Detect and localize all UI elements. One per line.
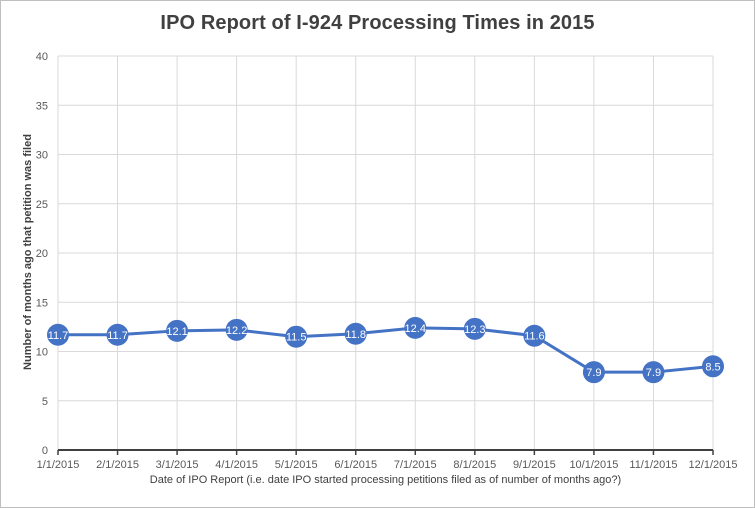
data-point-marker (463, 317, 486, 340)
x-tick-label: 3/1/2015 (156, 459, 199, 471)
data-label: 11.5 (286, 332, 307, 344)
x-tick-label: 12/1/2015 (689, 459, 738, 471)
data-point-marker (344, 322, 367, 345)
y-axis-ticks: 0 5 10 15 20 25 30 35 40 (36, 51, 48, 457)
x-tick-label: 4/1/2015 (215, 459, 258, 471)
data-point-marker (106, 323, 129, 346)
data-point-marker (47, 323, 69, 346)
data-label: 11.7 (48, 330, 69, 342)
y-tick-label: 0 (42, 445, 48, 457)
y-tick-label: 35 (36, 100, 48, 112)
data-point-marker (404, 316, 427, 339)
x-tick-label: 7/1/2015 (394, 459, 437, 471)
y-tick-label: 20 (36, 248, 48, 260)
data-point-marker (285, 325, 308, 348)
data-label: 12.3 (464, 324, 485, 336)
chart-title: IPO Report of I-924 Processing Times in … (160, 12, 595, 34)
x-tick-label: 6/1/2015 (334, 459, 377, 471)
series-line (58, 326, 714, 374)
x-axis-title: Date of IPO Report (i.e. date IPO starte… (149, 474, 622, 486)
y-tick-label: 30 (36, 150, 48, 162)
data-point-marker (582, 361, 605, 384)
x-tick-label: 5/1/2015 (275, 459, 318, 471)
x-tick-label: 10/1/2015 (569, 459, 618, 471)
y-tick-label: 25 (36, 199, 48, 211)
data-point-marker (166, 319, 189, 342)
data-point-marker (523, 324, 546, 347)
data-point-marker (702, 355, 724, 378)
data-label: 11.6 (524, 331, 545, 343)
data-series: 11.7 11.7 12.1 12.2 11.5 11.8 12.4 12.3 11.6 7.9 7… (47, 316, 724, 384)
data-label: 7.9 (646, 367, 661, 379)
x-tick-label: 9/1/2015 (513, 459, 556, 471)
x-axis: 1/1/2015 2/1/2015 3/1/2015 4/1/2015 5/1/2015… (37, 449, 738, 471)
x-tick-label: 8/1/2015 (453, 459, 496, 471)
data-point-marker (225, 318, 248, 341)
data-label: 12.4 (405, 323, 426, 335)
y-tick-label: 10 (36, 347, 48, 359)
y-tick-label: 40 (36, 51, 48, 63)
x-tick-label: 1/1/2015 (37, 459, 80, 471)
y-tick-label: 15 (36, 297, 48, 309)
data-label: 12.1 (166, 326, 187, 338)
data-label: 11.8 (345, 329, 366, 341)
data-point-marker (642, 361, 665, 384)
data-label: 11.7 (107, 330, 128, 342)
data-label: 12.2 (226, 325, 247, 337)
x-tick-label: 2/1/2015 (96, 459, 139, 471)
y-tick-label: 5 (42, 396, 48, 408)
gridlines (57, 55, 714, 450)
data-label: 7.9 (586, 367, 601, 379)
x-tick-label: 11/1/2015 (629, 459, 677, 471)
data-label: 8.5 (705, 361, 720, 373)
